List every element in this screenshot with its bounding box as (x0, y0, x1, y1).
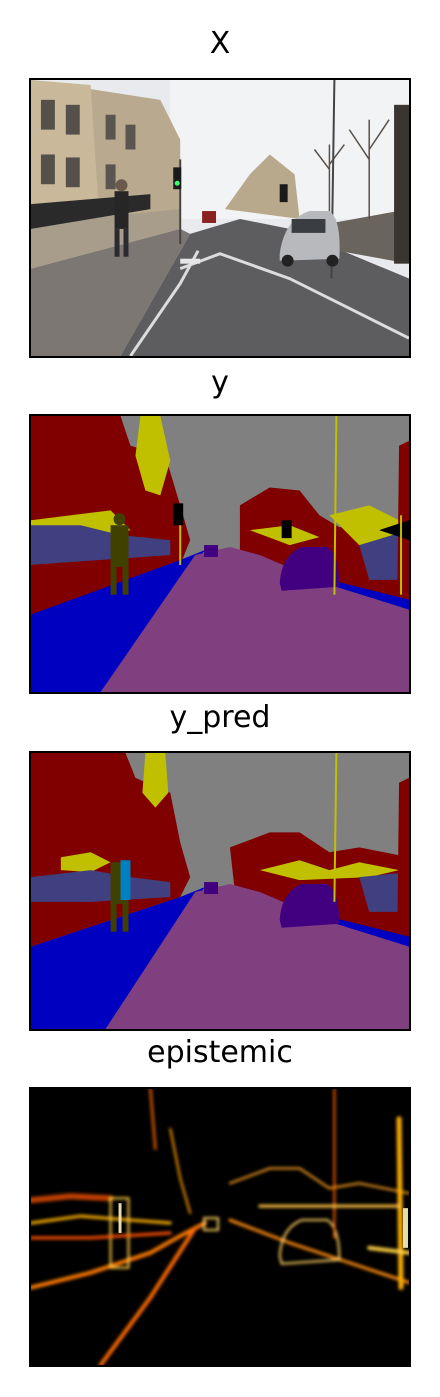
ground-truth-segmentation (31, 416, 409, 692)
epistemic-panel (29, 1087, 411, 1367)
predicted-segmentation (31, 753, 409, 1029)
street-photo (31, 80, 409, 356)
ground-truth-panel (29, 414, 411, 694)
panel-title-y-pred: y_pred (169, 700, 271, 735)
panel-title-epistemic: epistemic (147, 1035, 293, 1070)
uncertainty-heatmap (31, 1089, 409, 1365)
panel-title-y: y (211, 365, 229, 400)
prediction-panel (29, 751, 411, 1031)
photo-panel (29, 78, 411, 358)
panel-title-x: X (209, 26, 231, 61)
